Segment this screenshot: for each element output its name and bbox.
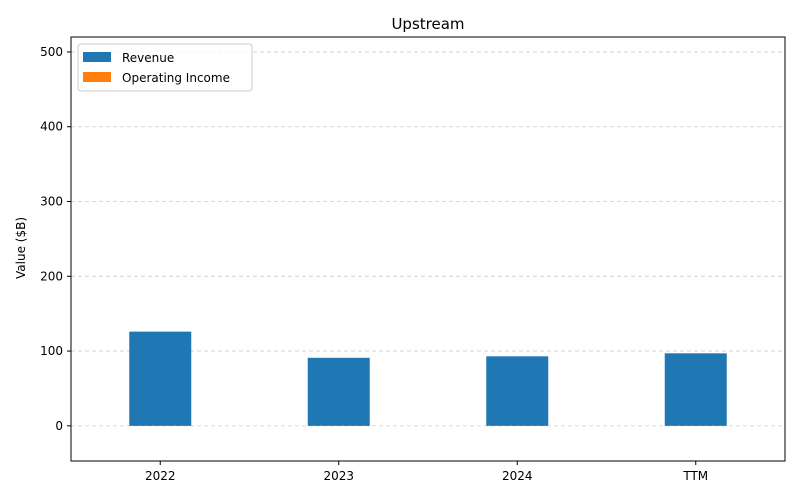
y-tick-label: 300 [40, 195, 63, 209]
plot-frame [70, 36, 786, 462]
bar-revenue [307, 357, 370, 426]
legend-swatch [83, 72, 111, 82]
x-tick-label: 2024 [502, 469, 533, 483]
x-tick-label: 2023 [323, 469, 354, 483]
y-tick-label: 200 [40, 269, 63, 283]
y-axis-label: Value ($B) [14, 217, 28, 279]
y-tick-label: 400 [40, 120, 63, 134]
chart-title: Upstream [391, 15, 464, 33]
x-tick-label: 2022 [145, 469, 176, 483]
y-axis-ticks: 0 100 200 300 400 500 [40, 45, 71, 433]
legend-label: Revenue [122, 51, 174, 65]
legend-box [77, 43, 253, 92]
y-tick-label: 100 [40, 344, 63, 358]
x-axis-ticks: 2022 2023 2024 TTM [145, 461, 708, 483]
bars [129, 331, 727, 426]
bar-revenue [129, 331, 192, 426]
legend-label: Operating Income [122, 71, 230, 85]
bar-revenue [486, 356, 549, 426]
legend: Revenue Operating Income [77, 43, 253, 92]
y-tick-label: 500 [40, 45, 63, 59]
x-tick-label: TTM [682, 469, 708, 483]
y-tick-label: 0 [55, 419, 63, 433]
bar-revenue [664, 353, 727, 426]
legend-swatch [83, 52, 111, 62]
